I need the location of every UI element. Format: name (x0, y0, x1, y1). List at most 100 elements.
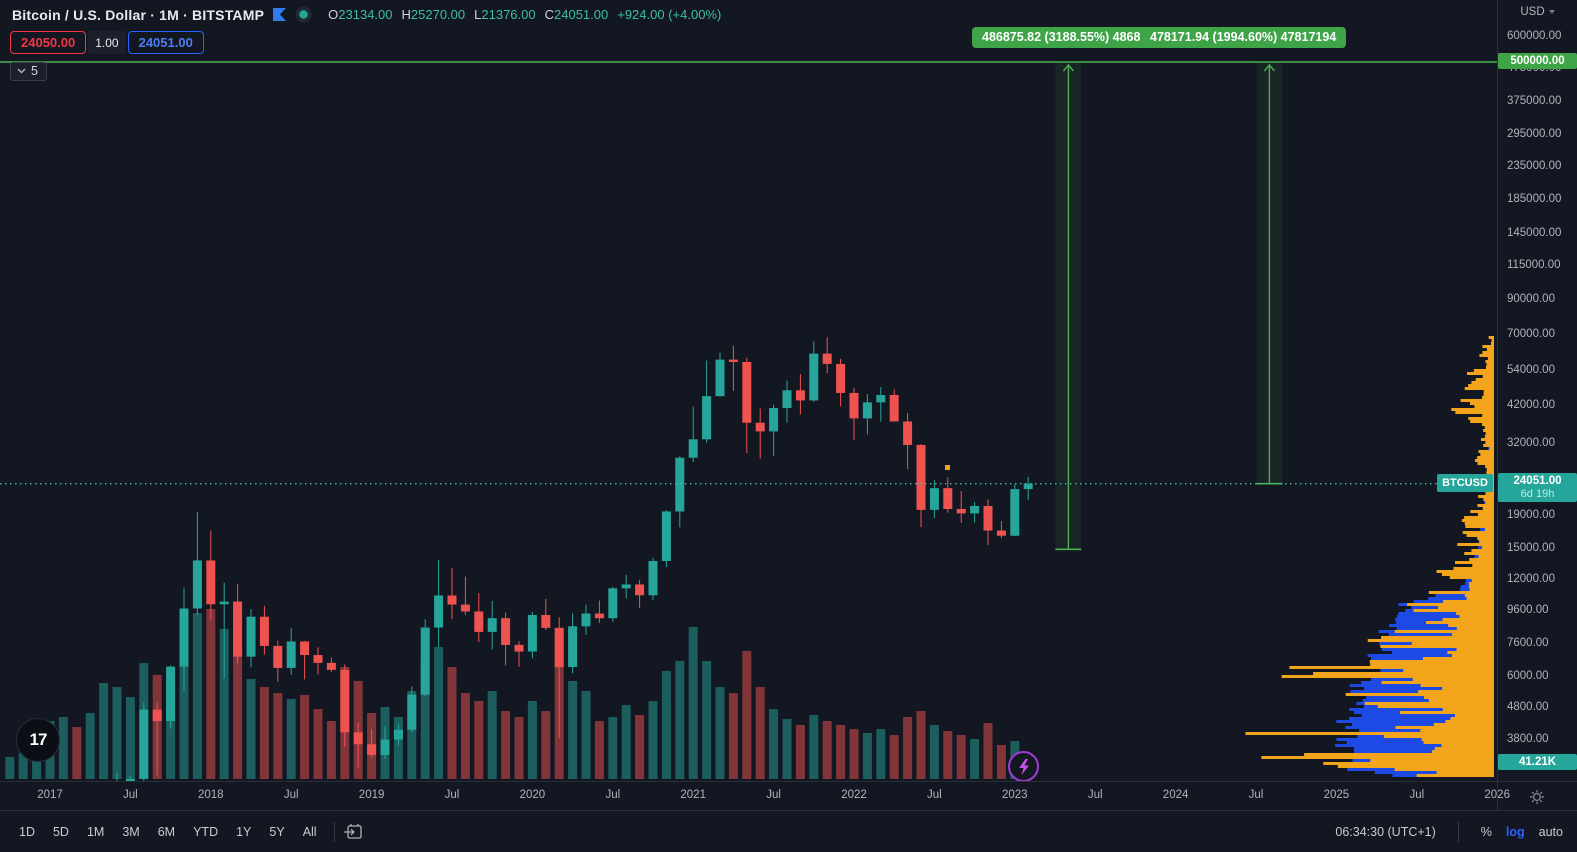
time-tick: 2017 (37, 789, 63, 801)
price-tick: 54000.00 (1507, 364, 1555, 377)
candle-body (313, 655, 323, 663)
time-tick: 2022 (841, 789, 867, 801)
profile-row-yellow (1486, 471, 1494, 474)
auto-scale-button[interactable]: auto (1538, 824, 1563, 839)
price-axis[interactable]: USD 600000.00475000.00375000.00295000.00… (1497, 0, 1577, 781)
profile-row-yellow (1490, 342, 1494, 345)
range-button-ytd[interactable]: YTD (193, 824, 219, 839)
profile-row-yellow (1472, 564, 1494, 567)
chart-pane[interactable]: Bitcoin / U.S. Dollar · 1M · BITSTAMP O2… (0, 0, 1497, 781)
profile-row-yellow (1465, 525, 1494, 528)
candle-body (608, 588, 618, 619)
profile-row-yellow (1462, 531, 1494, 534)
candle-body (688, 439, 698, 458)
price-range-stat-2[interactable]: 478171.94 (1994.60%) 47817194 (1140, 27, 1347, 48)
volume-bar (795, 725, 805, 779)
price-tick: 32000.00 (1507, 437, 1555, 450)
volume-bar (259, 687, 269, 779)
range-button-1y[interactable]: 1Y (236, 824, 252, 839)
volume-bar (970, 739, 980, 779)
range-button-all[interactable]: All (302, 824, 317, 839)
profile-row-yellow (1441, 573, 1494, 576)
candle-body (407, 694, 417, 730)
volume-bar (85, 713, 95, 779)
profile-row-yellow (1477, 513, 1494, 516)
candle-body (621, 584, 631, 589)
volume-bar (581, 691, 591, 779)
profile-row-yellow (1486, 468, 1494, 471)
candle-body (541, 615, 551, 628)
price-range-tools-layer[interactable] (1055, 62, 1283, 551)
profile-row-yellow (1457, 543, 1494, 546)
lightning-event-icon[interactable] (1008, 751, 1039, 781)
range-button-1m[interactable]: 1M (86, 824, 105, 839)
profile-row-yellow (1416, 774, 1494, 777)
profile-row-yellow (1281, 675, 1494, 678)
profile-row-yellow (1482, 507, 1494, 510)
profile-row-yellow (1422, 657, 1494, 660)
profile-row-yellow (1485, 360, 1494, 363)
range-button-5d[interactable]: 5D (52, 824, 69, 839)
currency-selector[interactable]: USD (1498, 0, 1577, 24)
profile-row-yellow (1477, 537, 1494, 540)
percent-scale-button[interactable]: % (1480, 824, 1492, 839)
candle-body (943, 488, 953, 509)
clock[interactable]: 06:34:30 (UTC+1) (1335, 824, 1436, 839)
profile-row-yellow (1456, 648, 1494, 651)
profile-row-yellow (1421, 738, 1494, 741)
volume-bar (112, 687, 122, 779)
profile-row-blue (1391, 651, 1494, 654)
profile-row-yellow (1370, 759, 1494, 762)
price-tick: 70000.00 (1507, 328, 1555, 341)
profile-row-yellow (1459, 615, 1494, 618)
volume-bar (594, 721, 604, 779)
range-button-5y[interactable]: 5Y (269, 824, 285, 839)
price-tick: 115000.00 (1507, 259, 1561, 272)
candle-body (166, 666, 176, 722)
profile-row-blue (1354, 750, 1494, 753)
volume-bar (420, 661, 430, 779)
profile-row-yellow (1413, 609, 1494, 612)
candle-body (675, 457, 685, 512)
profile-row-yellow (1483, 498, 1494, 501)
time-axis[interactable]: 2017 Jul 2018 Jul 2019 Jul 2020 Jul 2021 Jul 2022 J… (0, 781, 1577, 811)
volume-bar (18, 753, 28, 779)
volume-bar (956, 735, 966, 779)
market-status-icon[interactable] (295, 6, 312, 23)
price-range-stat-1[interactable]: 486875.82 (3188.55%) 48687582 (972, 27, 1179, 48)
collapsed-indicators-toggle[interactable]: 5 (10, 62, 47, 81)
candle-body (554, 627, 564, 668)
axis-settings-gear-icon[interactable] (1527, 787, 1547, 807)
profile-row-yellow (1484, 435, 1494, 438)
candle-body (809, 353, 819, 401)
marker-dot (945, 465, 950, 470)
buy-button[interactable]: 24051.00 (127, 31, 204, 54)
symbol-title[interactable]: Bitcoin / U.S. Dollar · 1M · BITSTAMP (12, 6, 265, 23)
time-tick: 2020 (519, 789, 546, 801)
volume-bar (300, 695, 310, 779)
candle-body (782, 390, 792, 409)
log-scale-button[interactable]: log (1505, 824, 1525, 839)
range-button-1d[interactable]: 1D (19, 824, 35, 839)
candle-body (179, 608, 189, 667)
tradingview-logo[interactable]: 17 (16, 718, 60, 762)
candle-body (447, 595, 457, 605)
profile-row-yellow (1432, 750, 1494, 753)
candle-body (862, 402, 872, 419)
profile-row-yellow (1370, 663, 1494, 666)
range-button-6m[interactable]: 6M (157, 824, 176, 839)
profile-row-yellow (1464, 387, 1494, 390)
candle-body (822, 353, 832, 364)
go-to-date-button[interactable] (343, 822, 365, 842)
volume-bar (688, 627, 698, 779)
profile-row-yellow (1456, 612, 1494, 615)
range-button-3m[interactable]: 3M (122, 824, 140, 839)
profile-row-yellow (1473, 369, 1494, 372)
profile-row-yellow (1345, 693, 1494, 696)
symbol-legend[interactable]: Bitcoin / U.S. Dollar · 1M · BITSTAMP O2… (12, 6, 721, 23)
profile-row-blue (1361, 714, 1494, 717)
sell-button[interactable]: 24050.00 (10, 31, 87, 54)
profile-row-yellow (1470, 420, 1494, 423)
profile-row-yellow (1337, 765, 1494, 768)
